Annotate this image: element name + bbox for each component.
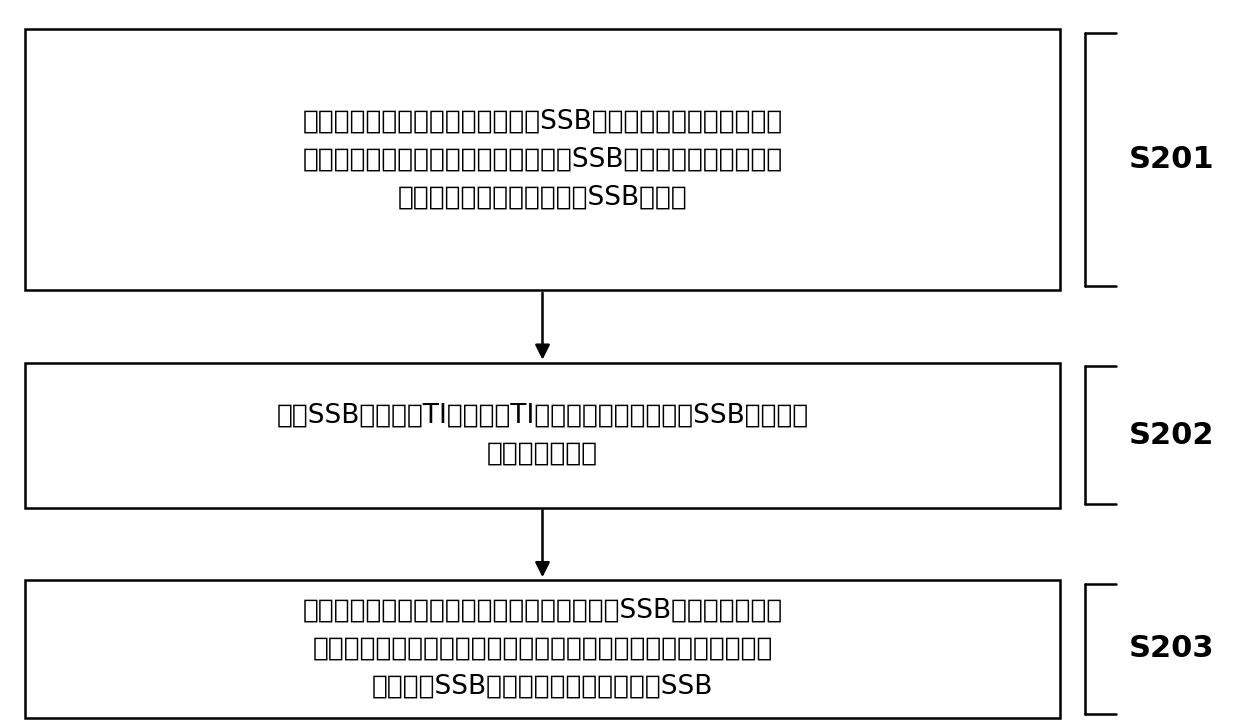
Bar [25, 362, 1060, 508]
Text: S202: S202 [1130, 420, 1214, 449]
Text: 接收来自基站的待发送波束对应的SSB和指示信息，该指示信息包
括波束分组数量以及用于指示每个发送SSB的波束分组中除待发送
波束之外每个波束是否发送SSB的标识: 接收来自基站的待发送波束对应的SSB和指示信息，该指示信息包 括波束分组数量以及… [303, 109, 782, 210]
Text: S201: S201 [1128, 145, 1215, 174]
Bar [25, 29, 1060, 290]
Text: 在所属波束分组的位置插入表示对应波束发送SSB的标识，根据所
插入的标识和用于指示所属波束分组中除待发送波束之外每个波束
是否发送SSB的标识，确定基站发送的S: 在所属波束分组的位置插入表示对应波束发送SSB的标识，根据所 插入的标识和用于指… [303, 598, 782, 700]
Text: S203: S203 [1130, 634, 1214, 663]
Text: 从该SSB中解析出TI，并根据TI和波束分组数量确定出SSB在所属波
束分组中的位置: 从该SSB中解析出TI，并根据TI和波束分组数量确定出SSB在所属波 束分组中的… [277, 403, 808, 467]
Bar [25, 580, 1060, 718]
